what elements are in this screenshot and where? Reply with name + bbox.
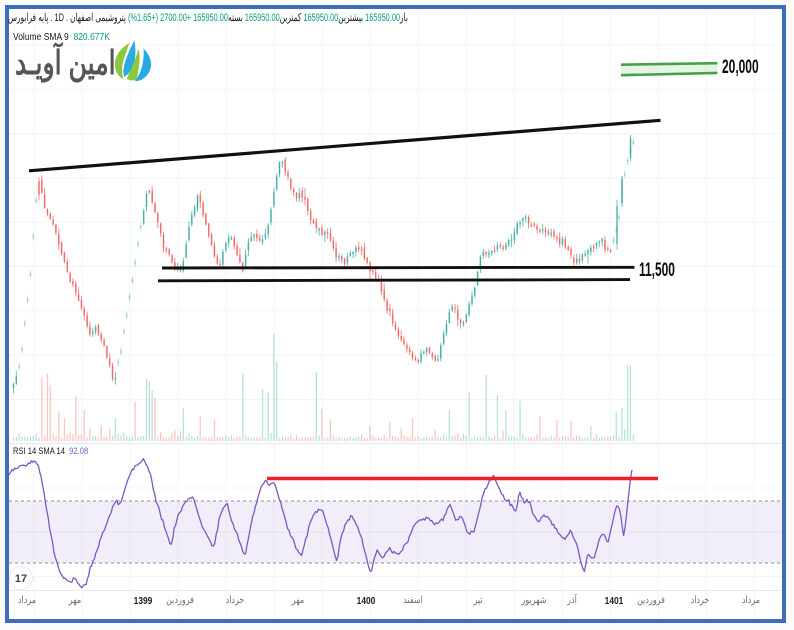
svg-text:17: 17 (15, 573, 27, 585)
